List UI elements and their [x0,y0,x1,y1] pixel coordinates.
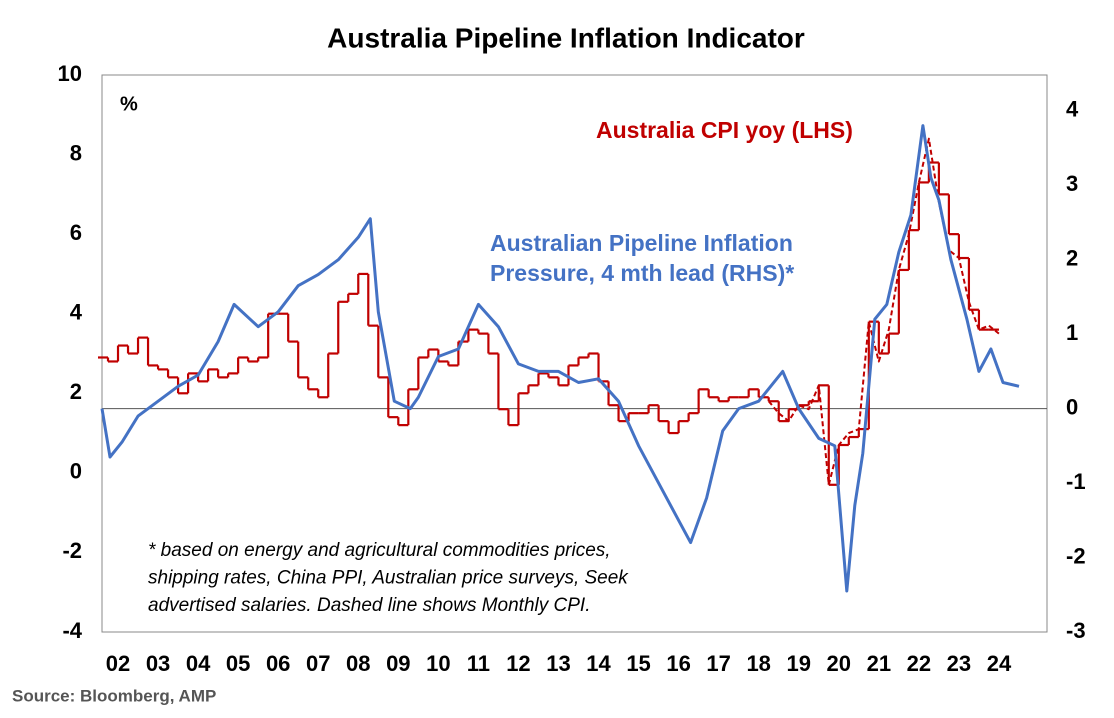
y-tick-label: 4 [70,300,83,325]
series-label: Australian Pipeline Inflation Pressure, … [490,230,795,286]
x-tick-label: 06 [266,651,290,676]
footnote: shipping rates, China PPI, Australian pr… [148,568,629,589]
series-label: Australia CPI yoy (LHS) [596,117,853,143]
y-tick-label: -4 [62,618,82,643]
x-tick-label: 05 [226,651,250,676]
y2-tick-label: 4 [1066,97,1079,122]
x-tick-label: 14 [586,651,611,676]
x-tick-label: 11 [467,651,490,676]
x-tick-label: 16 [666,651,690,676]
x-tick-label: 22 [907,651,931,676]
x-tick-label: 10 [426,651,450,676]
x-tick-label: 18 [746,651,770,676]
y2-tick-label: -3 [1066,618,1086,643]
chart-title: Australia Pipeline Inflation Indicator [327,22,805,53]
source: Source: Bloomberg, AMP [12,686,216,705]
x-tick-label: 19 [786,651,810,676]
y-unit-label: % [120,93,138,115]
y2-tick-label: 3 [1066,171,1078,196]
x-tick-label: 08 [346,651,370,676]
x-tick-label: 04 [186,651,211,676]
x-tick-label: 17 [706,651,730,676]
y-tick-label: 6 [70,220,82,245]
x-tick-label: 02 [106,651,130,676]
x-tick-label: 15 [626,651,650,676]
y2-tick-label: -2 [1066,543,1086,568]
plot-frame [101,74,1048,633]
x-tick-label: 24 [987,651,1012,676]
y-tick-label: 0 [70,459,82,484]
y2-tick-label: 0 [1066,394,1078,419]
y-tick-label: 10 [58,61,82,86]
y2-tick-label: 1 [1066,320,1078,345]
x-tick-label: 07 [306,651,330,676]
y-tick-label: 8 [70,140,82,165]
y-tick-label: 2 [70,379,82,404]
pipeline-line [100,124,1020,593]
monthly-cpi-line [767,137,1000,486]
x-tick-label: 03 [146,651,170,676]
x-tick-label: 12 [506,651,530,676]
x-tick-label: 13 [546,651,570,676]
y-tick-label: -2 [62,538,82,563]
footnote: advertised salaries. Dashed line shows M… [148,595,590,616]
x-tick-label: 09 [386,651,410,676]
x-tick-label: 23 [947,651,971,676]
y2-tick-label: 2 [1066,245,1078,270]
x-tick-label: 21 [867,651,891,676]
footnote: * based on energy and agricultural commo… [148,540,611,561]
x-tick-label: 20 [827,651,851,676]
y2-tick-label: -1 [1066,469,1086,494]
